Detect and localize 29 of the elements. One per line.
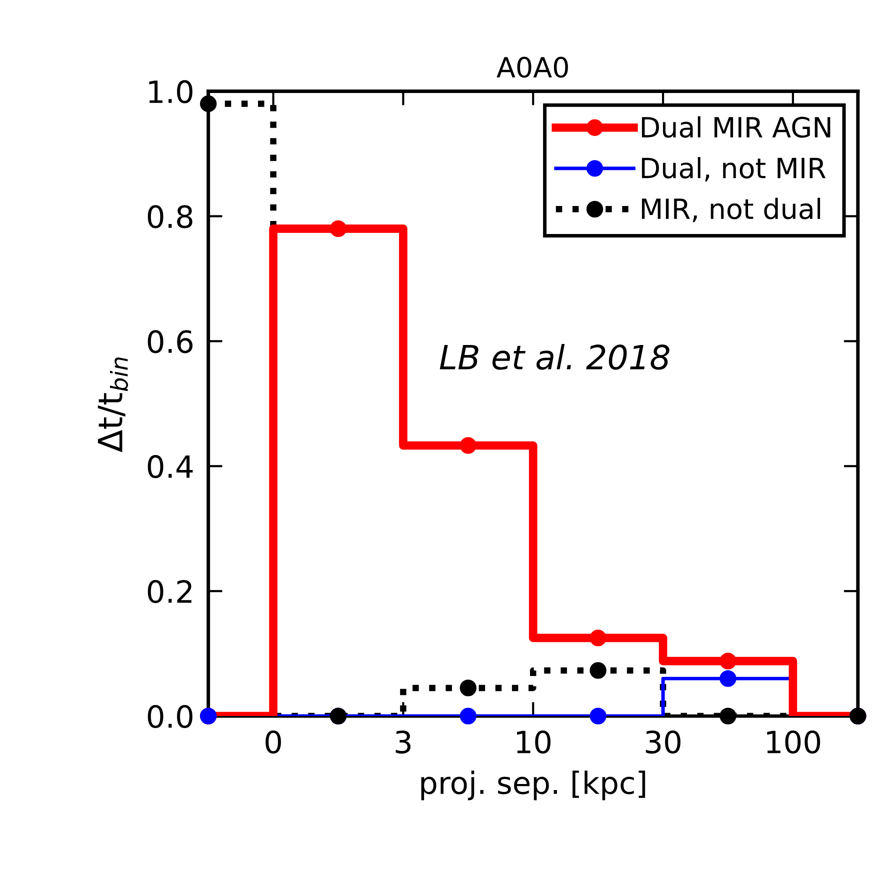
x-tick-label: 3 bbox=[396, 730, 410, 754]
x-tick-label: 10 bbox=[517, 730, 551, 754]
annotation: LB et al. 2018 bbox=[440, 344, 670, 370]
point bbox=[460, 680, 476, 696]
y-tick-label: 0.6 bbox=[148, 330, 193, 354]
x-axis-title: proj. sep. [kpc] bbox=[421, 770, 646, 800]
point bbox=[590, 662, 606, 679]
point bbox=[590, 708, 606, 724]
point bbox=[720, 670, 736, 687]
legend-label: Dual, not MIR bbox=[642, 157, 826, 182]
y-tick-label: 0.2 bbox=[148, 580, 192, 604]
y-axis-title: Δt/t$_{bin}$ bbox=[98, 357, 128, 452]
y-tick-label: 0.4 bbox=[148, 455, 193, 478]
y-tick-label: 0.8 bbox=[148, 205, 192, 228]
point bbox=[590, 630, 606, 646]
x-tick-label: 30 bbox=[646, 730, 680, 754]
point bbox=[460, 708, 476, 724]
x-tick-label: 0 bbox=[266, 730, 281, 754]
x-tick-label: 100 bbox=[767, 730, 820, 754]
point bbox=[720, 652, 736, 670]
point bbox=[720, 708, 736, 724]
point bbox=[330, 220, 347, 238]
point bbox=[200, 95, 217, 112]
y-tick-label: 1.0 bbox=[149, 80, 192, 104]
chart-title: A0A0 bbox=[496, 56, 568, 78]
y-tick-label: 0.0 bbox=[148, 704, 192, 728]
point bbox=[460, 437, 476, 454]
legend-label: Dual MIR AGN bbox=[642, 116, 830, 138]
legend-label: MIR, not dual bbox=[642, 198, 820, 222]
